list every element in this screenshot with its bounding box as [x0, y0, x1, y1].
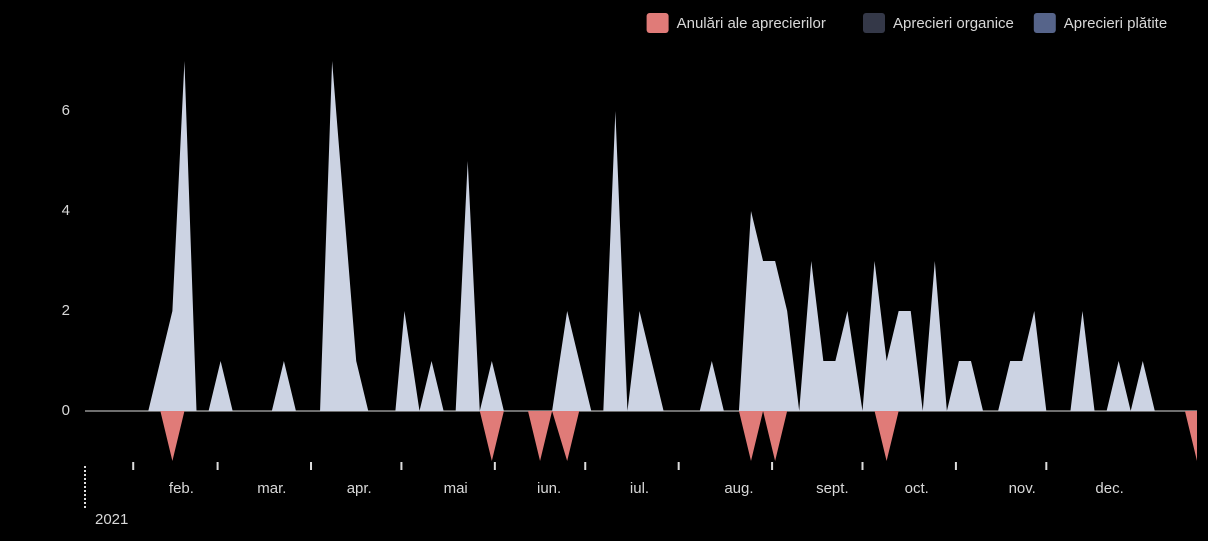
- x-tick-label: sept.: [816, 480, 849, 497]
- x-tick-label: nov.: [1009, 480, 1036, 497]
- y-tick-label: 6: [62, 102, 70, 119]
- year-label: 2021: [95, 511, 128, 528]
- x-tick-label: iun.: [537, 480, 561, 497]
- x-tick-label: aug.: [724, 480, 753, 497]
- legend-label: Aprecieri organice: [893, 15, 1014, 32]
- y-tick-label: 0: [62, 402, 70, 419]
- y-tick-label: 4: [62, 202, 70, 219]
- x-tick-label: mai: [444, 480, 468, 497]
- legend-swatch: [646, 13, 669, 33]
- x-tick-label: oct.: [905, 480, 929, 497]
- legend-label: Aprecieri plătite: [1064, 15, 1167, 32]
- x-tick-label: dec.: [1095, 480, 1123, 497]
- x-tick-label: apr.: [347, 480, 372, 497]
- legend-label: Anulări ale aprecierilor: [677, 15, 826, 32]
- x-tick-label: mar.: [257, 480, 286, 497]
- area: [85, 61, 1197, 411]
- x-tick-label: iul.: [630, 480, 649, 497]
- x-tick-label: feb.: [169, 480, 194, 497]
- legend-swatch: [863, 13, 885, 33]
- legend-swatch: [1033, 13, 1056, 33]
- y-tick-label: 2: [62, 302, 70, 319]
